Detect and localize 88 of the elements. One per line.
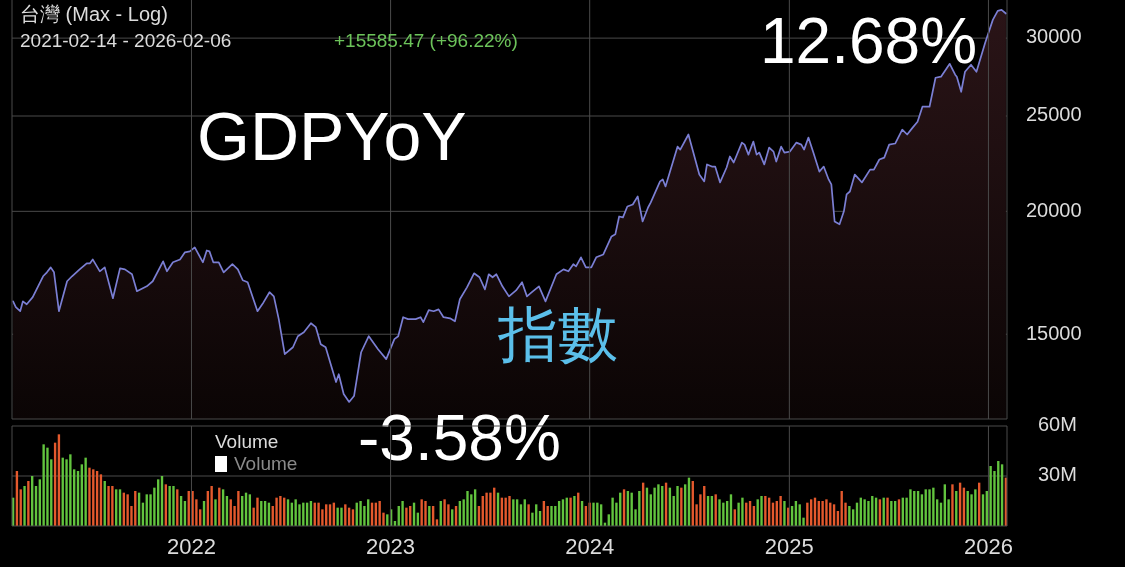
bar (405, 507, 408, 526)
bar (237, 491, 240, 526)
text: 2021-02-14 - 2026-02-06 (20, 30, 232, 51)
bar (890, 501, 893, 526)
bar (172, 486, 175, 526)
annotation: -3.58% (358, 402, 561, 474)
x-tick-label: 2024 (565, 533, 615, 559)
bar (340, 507, 343, 526)
bar (806, 502, 809, 526)
bar (46, 447, 49, 526)
annotation: 指數 (497, 301, 618, 368)
bar (592, 502, 595, 526)
bar (504, 497, 507, 526)
bar (336, 507, 339, 526)
bar (466, 491, 469, 526)
bar (88, 467, 91, 526)
bar (932, 487, 935, 526)
chart-title: 台灣 (Max - Log) (20, 3, 168, 25)
bar (489, 492, 492, 526)
x-tick-label: 2026 (963, 533, 1013, 559)
annotation: GDPYoY (197, 98, 467, 174)
bar (126, 494, 129, 526)
bar (638, 491, 641, 526)
chart-title: Volume (215, 431, 279, 452)
bar (928, 489, 931, 526)
bar (596, 502, 599, 526)
bar (107, 486, 110, 526)
bar (485, 492, 488, 526)
bar (974, 489, 977, 526)
y-tick-label: 30000 (1026, 25, 1082, 48)
bar (275, 497, 278, 526)
series-label: Volume (234, 453, 298, 475)
bar (737, 502, 740, 526)
bar (951, 484, 954, 526)
bar (989, 466, 992, 526)
bar (676, 486, 679, 526)
bar (783, 501, 786, 526)
x-tick-label: 2025 (764, 533, 814, 559)
bar (317, 502, 320, 526)
bar (512, 499, 515, 526)
bar (210, 486, 213, 526)
bar (741, 497, 744, 526)
bar (760, 496, 763, 526)
bar (611, 497, 614, 526)
bar (573, 496, 576, 526)
bar (69, 454, 72, 526)
bar (569, 497, 572, 526)
y-tick-label: 15000 (1026, 321, 1082, 344)
annotation: +15585.47 (+96.22%) (334, 30, 518, 51)
bar (722, 502, 725, 526)
bar (863, 499, 866, 526)
bar (214, 499, 217, 526)
bar (657, 484, 660, 526)
bar (27, 481, 30, 526)
bar (825, 499, 828, 526)
bar (424, 501, 427, 526)
bar (443, 499, 446, 526)
bar (527, 504, 530, 526)
y-tick-label: 60M (1038, 413, 1077, 436)
x-tick-label: 2022 (166, 533, 216, 559)
bar (886, 497, 889, 526)
bar (256, 497, 259, 526)
bar (680, 487, 683, 526)
bar (359, 501, 362, 526)
bar (848, 506, 851, 526)
bar (420, 499, 423, 526)
annotation: 12.68% (760, 5, 978, 77)
bar (550, 506, 553, 526)
bar (718, 499, 721, 526)
y-tick-label: 30M (1038, 463, 1077, 486)
bar (294, 499, 297, 526)
bar (909, 489, 912, 526)
bar (111, 486, 114, 526)
bar (779, 496, 782, 526)
bar (401, 501, 404, 526)
bar (84, 457, 87, 526)
bar (764, 496, 767, 526)
x-tick-label: 2023 (366, 533, 416, 559)
bar (653, 487, 656, 526)
bar (168, 486, 171, 526)
bar (821, 501, 824, 526)
bar (279, 496, 282, 526)
bar (378, 501, 381, 526)
bar (42, 444, 45, 526)
y-tick-label: 25000 (1026, 103, 1082, 126)
y-tick-label: 20000 (1026, 198, 1082, 221)
bar (508, 496, 511, 526)
bar (23, 486, 26, 526)
